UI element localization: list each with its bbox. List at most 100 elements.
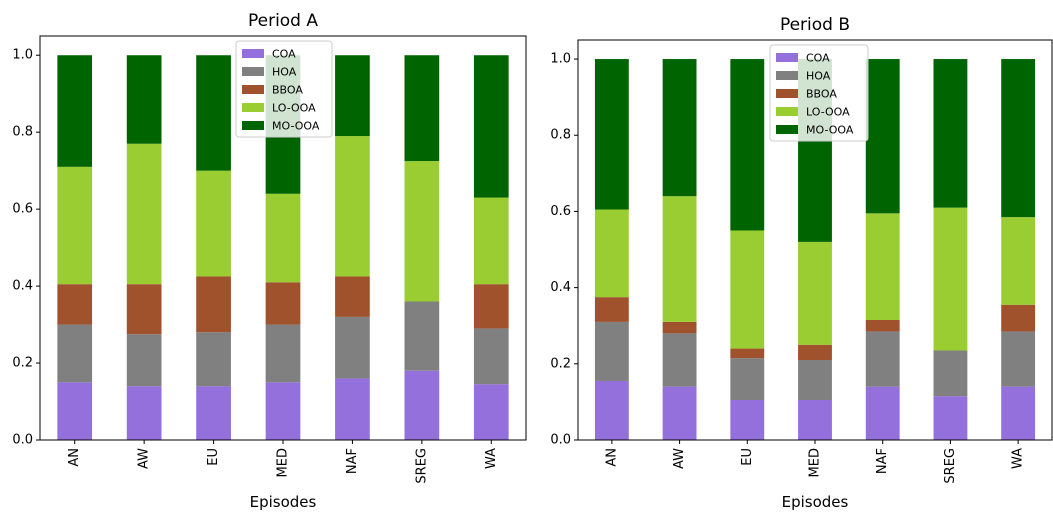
chart-title: Period A bbox=[248, 11, 318, 31]
bar-wa-hoa bbox=[1001, 331, 1036, 387]
chart-period-a: Period A AN AW EU MED NAF SREG WA 0.0 0.2 0.4 0.6 0.… bbox=[12, 11, 527, 511]
x-tick-label: EU bbox=[206, 448, 221, 466]
x-axis-label: Episodes bbox=[782, 493, 849, 511]
legend-swatch-lo-ooa bbox=[776, 107, 798, 116]
y-tick-label: 0.0 bbox=[12, 433, 33, 448]
legend-swatch-lo-ooa bbox=[242, 103, 264, 112]
bar-eu-hoa bbox=[196, 332, 231, 387]
y-tick-label: 0.8 bbox=[550, 128, 571, 143]
x-tick-label: AN bbox=[604, 448, 619, 467]
bar-aw-coa bbox=[126, 386, 162, 440]
legend-swatch-coa bbox=[242, 49, 264, 58]
bar-naf-coa bbox=[335, 378, 370, 440]
bar-an-mo-ooa bbox=[57, 55, 93, 167]
bar-med-hoa bbox=[265, 324, 301, 383]
x-tick-label: SREG bbox=[414, 448, 429, 484]
chart-period-b: Period B AN AW EU MED NAF SREG WA 0.0 0.2 0.4 0.6 0.… bbox=[550, 15, 1053, 511]
legend-swatch-hoa bbox=[242, 67, 264, 76]
plot-frame bbox=[577, 39, 1053, 441]
y-tick-label: 1.0 bbox=[550, 52, 571, 67]
bar-med-lo-ooa bbox=[798, 241, 832, 345]
bar-an-lo-ooa bbox=[594, 209, 629, 298]
legend-swatch-bboa bbox=[242, 85, 264, 94]
legend: COA HOA BBOA LO-OOA MO-OOA bbox=[769, 44, 869, 142]
bar-aw-hoa bbox=[126, 334, 162, 387]
y-tick-label: 0.2 bbox=[12, 356, 33, 371]
x-tick-label: WA bbox=[484, 448, 499, 469]
bar-eu-lo-ooa bbox=[730, 230, 765, 349]
bar-wa-bboa bbox=[1001, 304, 1036, 332]
bar-naf-lo-ooa bbox=[865, 213, 900, 320]
bar-an-lo-ooa bbox=[57, 166, 93, 285]
legend-label: COA bbox=[806, 52, 830, 65]
legend-label: LO-OOA bbox=[806, 106, 850, 119]
bar-naf-lo-ooa bbox=[335, 136, 370, 277]
y-tick-label: 0.8 bbox=[12, 125, 33, 140]
bar-wa-mo-ooa bbox=[1001, 59, 1036, 218]
bar-naf-hoa bbox=[335, 316, 370, 379]
legend-swatch-hoa bbox=[776, 71, 798, 80]
bar-wa-coa bbox=[473, 384, 509, 440]
legend-label: MO-OOA bbox=[806, 124, 854, 137]
legend-box bbox=[235, 40, 333, 138]
bar-eu-bboa bbox=[196, 276, 231, 333]
x-tick-label: EU bbox=[740, 448, 755, 466]
bar-aw-bboa bbox=[662, 321, 697, 334]
x-tick-label: AW bbox=[137, 448, 152, 469]
bar-an-mo-ooa bbox=[594, 59, 629, 210]
bar-aw-lo-ooa bbox=[662, 196, 697, 322]
bar-aw-mo-ooa bbox=[662, 59, 697, 197]
bar-wa-hoa bbox=[473, 328, 509, 385]
bar-eu-hoa bbox=[730, 358, 765, 400]
legend: COA HOA BBOA LO-OOA MO-OOA bbox=[235, 40, 333, 138]
bar-aw-bboa bbox=[126, 284, 162, 335]
bar-wa-mo-ooa bbox=[473, 55, 509, 198]
bar-eu-coa bbox=[196, 386, 231, 440]
legend-label: BBOA bbox=[806, 88, 837, 101]
bar-sreg-mo-ooa bbox=[933, 59, 968, 208]
y-tick-label: 0.0 bbox=[550, 433, 571, 448]
bar-aw-mo-ooa bbox=[126, 55, 162, 144]
x-tick-label: MED bbox=[808, 448, 823, 477]
bar-naf-bboa bbox=[865, 320, 900, 332]
bar-aw-coa bbox=[662, 386, 697, 440]
legend-box bbox=[769, 44, 869, 142]
bar-med-lo-ooa bbox=[265, 193, 301, 283]
bar-aw-hoa bbox=[662, 333, 697, 387]
bar-med-bboa bbox=[265, 282, 301, 325]
legend-swatch-bboa bbox=[776, 89, 798, 98]
legend-label: LO-OOA bbox=[272, 102, 316, 115]
legend-label: BBOA bbox=[272, 84, 303, 97]
bar-sreg-hoa bbox=[933, 350, 968, 397]
legend-label: COA bbox=[272, 48, 296, 61]
bar-sreg-hoa bbox=[404, 301, 440, 371]
x-tick-label: WA bbox=[1011, 448, 1026, 469]
bar-sreg-lo-ooa bbox=[933, 207, 968, 351]
bar-eu-coa bbox=[730, 400, 765, 440]
bar-naf-bboa bbox=[335, 276, 370, 317]
x-axis-label: Episodes bbox=[250, 493, 317, 511]
bar-eu-lo-ooa bbox=[196, 170, 231, 277]
bar-sreg-coa bbox=[404, 370, 440, 440]
bar-naf-hoa bbox=[865, 331, 900, 387]
legend-swatch-mo-ooa bbox=[776, 125, 798, 134]
bar-an-hoa bbox=[594, 321, 629, 381]
bar-sreg-coa bbox=[933, 396, 968, 440]
x-tick-label: NAF bbox=[345, 448, 360, 474]
bar-eu-mo-ooa bbox=[730, 59, 765, 231]
bar-wa-coa bbox=[1001, 386, 1036, 440]
legend-label: MO-OOA bbox=[272, 120, 320, 133]
bar-an-coa bbox=[594, 380, 629, 440]
bar-naf-mo-ooa bbox=[335, 55, 370, 137]
plot-frame bbox=[39, 35, 527, 441]
bar-wa-lo-ooa bbox=[1001, 217, 1036, 305]
x-tick-label: AW bbox=[672, 448, 687, 469]
bar-naf-mo-ooa bbox=[865, 59, 900, 214]
legend-label: HOA bbox=[272, 66, 297, 79]
bar-eu-bboa bbox=[730, 348, 765, 359]
y-tick-label: 0.6 bbox=[12, 202, 33, 217]
bar-an-hoa bbox=[57, 324, 93, 383]
bar-an-bboa bbox=[594, 297, 629, 322]
x-tick-label: MED bbox=[276, 448, 291, 477]
